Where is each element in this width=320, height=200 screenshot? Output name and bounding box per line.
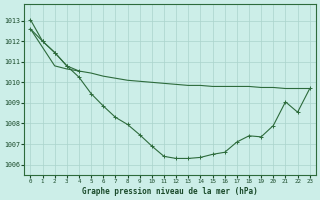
X-axis label: Graphe pression niveau de la mer (hPa): Graphe pression niveau de la mer (hPa)	[82, 187, 258, 196]
